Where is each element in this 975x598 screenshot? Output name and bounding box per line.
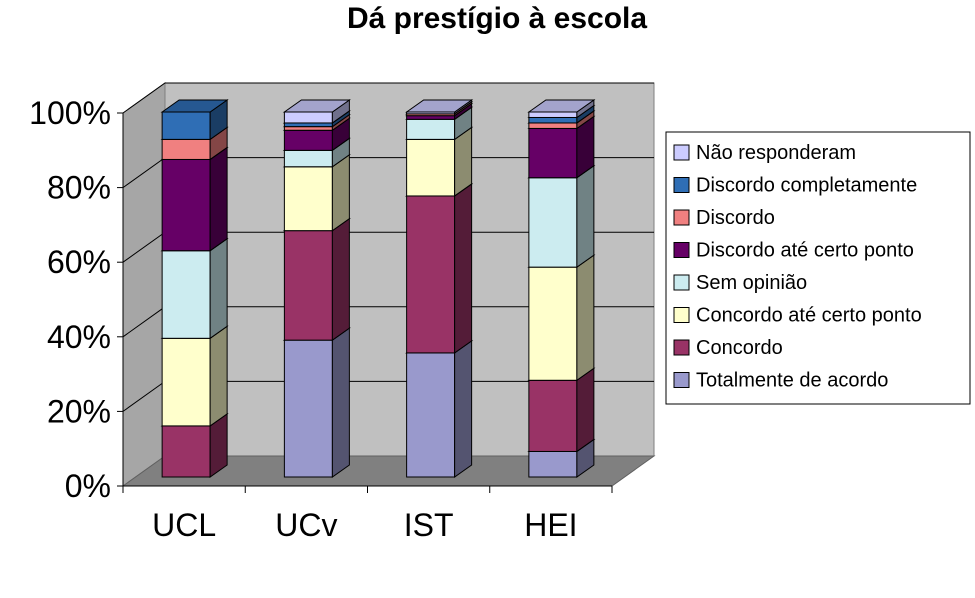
bar-segment [528,127,578,179]
bar-segment [406,115,456,120]
x-tick-label: IST [404,507,454,543]
bar-segment [161,158,211,252]
x-axis-ticks: UCL UCv IST HEI [152,507,577,543]
legend-swatch [673,144,690,161]
bar-segment-top [405,99,474,113]
legend-swatch [673,339,690,356]
chart-title: Dá prestígio à escola [347,2,647,35]
bar-segment-side [576,254,595,382]
x-tick-label: UCL [152,507,216,543]
bar-segment [161,138,211,160]
legend-swatch [673,274,690,291]
bar-segment-side [576,164,595,269]
legend-entry: Discordo completamente [696,175,917,197]
axes [117,112,613,493]
bar-stack [527,99,596,478]
bar-segment-side [331,153,350,232]
side-wall [122,82,166,487]
y-tick-label: 20% [47,393,111,429]
bar-segment [283,126,333,131]
bar-segment [283,129,333,151]
y-tick-label: 80% [47,170,111,206]
legend-swatch [673,372,690,388]
legend-swatch [673,209,690,226]
legend-entry: Totalmente de acordo [696,370,888,392]
bar-segment-side [454,182,473,354]
bar-stack [282,99,351,478]
bar-segment [406,195,456,354]
bar-segment-side [209,237,228,340]
bar-segment [528,116,578,124]
bar-segment [528,266,578,381]
x-tick-label: HEI [524,507,577,543]
bar-segment [161,337,211,427]
bar-segment [161,111,211,140]
bar-segment [406,352,456,478]
x-tick-label: UCv [275,507,337,543]
bar-segment [161,250,211,339]
bar-segment [283,111,333,124]
legend-swatch [673,242,690,258]
bar-stack [405,99,474,478]
bar-segment [528,177,578,268]
bar-segment-top [527,99,596,113]
legend-entry: Discordo [696,207,775,229]
bar-segment [528,111,578,118]
bar-segment [283,149,333,168]
y-axis-ticks: 0% 20% 40% 60% 80% 100% [29,95,111,504]
bar-segment [283,339,333,478]
bar-segment-side [209,146,228,252]
legend-swatch [673,307,690,323]
bar-segment-side [454,339,473,478]
bar-segment [161,425,211,478]
y-tick-label: 40% [47,319,111,355]
bar-segment [528,122,578,129]
y-tick-label: 0% [65,468,111,504]
legend-entry: Sem opinião [696,272,807,294]
bar-segment [406,138,456,197]
legend-entry: Concordo até certo ponto [696,305,922,327]
bar-segment-top [282,99,351,113]
bar-segment [283,122,333,128]
legend-entry: Não responderam [696,142,856,164]
bar-segment [283,230,333,341]
y-tick-label: 100% [29,95,111,131]
bar-stack [160,99,229,478]
legend-entry: Concordo [696,337,783,359]
legend-entry: Discordo até certo ponto [696,240,914,262]
bar-segment-side [331,327,350,478]
bar-segment [528,379,578,452]
bars [160,99,596,478]
bar-segment-top [160,99,229,113]
bar-segment [283,166,333,232]
legend-box [665,131,971,405]
bar-segment-side [209,325,228,427]
bar-segment [406,118,456,140]
y-tick-label: 60% [47,244,111,280]
bar-segment-side [331,217,350,342]
bar-segment-side [576,367,595,453]
bar-segment [528,450,578,478]
legend: Não responderam Discordo completamente Dis… [665,131,971,405]
gridline [122,82,654,114]
legend-swatch [673,177,690,193]
